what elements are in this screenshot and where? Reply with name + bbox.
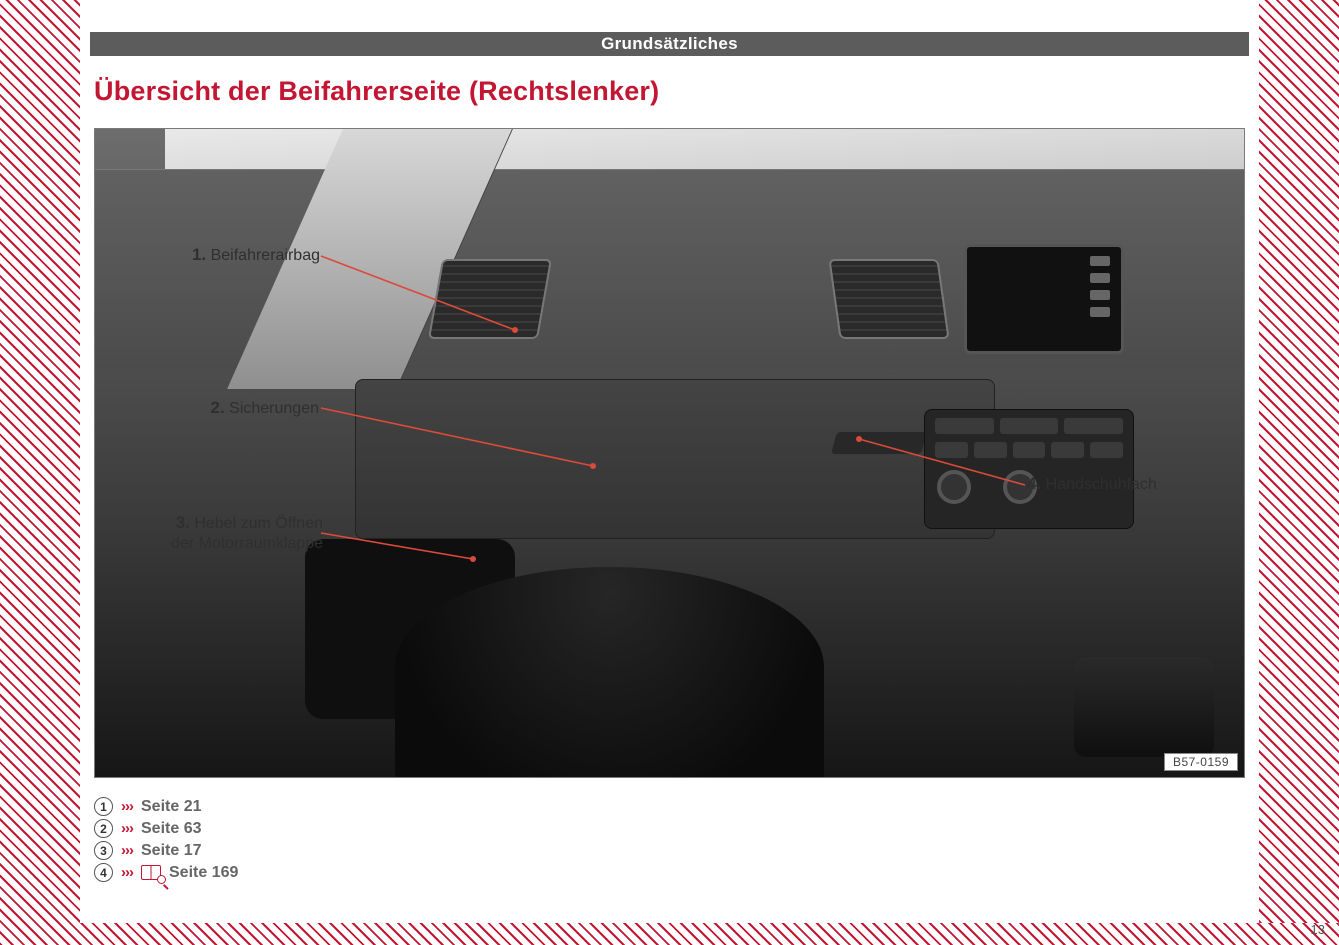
reference-3-forward-icon: ››› [121,842,133,859]
annotation-1-number: 1. [192,245,206,264]
reference-row-4: 4 ››› Seite 169 [94,863,238,882]
reference-4-number: 4 [94,863,113,882]
margin-hatch-right [1259,0,1339,945]
margin-hatch-bottom [0,923,1339,945]
illo-glovebox [355,379,995,539]
reference-2-forward-icon: ››› [121,820,133,837]
annotation-4-label: Handschuhfach [1046,476,1157,493]
reference-2-number: 2 [94,819,113,838]
annotation-1: 1. Beifahrerairbag [150,244,320,266]
margin-hatch-left [0,0,80,945]
content-area: Grundsätzliches Übersicht der Beifahrers… [80,0,1259,923]
illo-air-vent-right [828,259,949,339]
chapter-header-bar: Grundsätzliches [90,32,1249,56]
reference-1-forward-icon: ››› [121,798,133,815]
illo-seat [395,567,824,778]
reference-2-page: Seite 63 [141,820,201,838]
annotation-2: 2. Sicherungen [167,397,319,419]
reference-row-2: 2 ››› Seite 63 [94,819,238,838]
illo-hvac-panel [924,409,1134,529]
reference-3-number: 3 [94,841,113,860]
illo-gear-area [1074,657,1214,757]
annotation-2-label: Sicherungen [229,400,319,417]
annotation-1-label: Beifahrerairbag [211,247,320,264]
illo-air-vent-left [428,259,552,339]
reference-4-page: Seite 169 [169,864,238,882]
reference-1-page: Seite 21 [141,798,201,816]
page-number: 13 [1311,922,1325,937]
reference-row-1: 1 ››› Seite 21 [94,797,238,816]
reference-1-number: 1 [94,797,113,816]
annotation-3: 3. Hebel zum Öffnender Motorraumklappe [113,512,323,554]
reference-4-forward-icon: ››› [121,864,133,881]
illo-screen-buttons [1090,249,1118,324]
figure: 1. Beifahrerairbag 2. Sicherungen 3. Heb… [94,128,1245,778]
annotation-3-number: 3. [176,513,190,532]
annotation-2-number: 2. [211,398,225,417]
figure-image-id: B57-0159 [1164,753,1238,771]
annotation-3-label: Hebel zum Öffnender Motorraumklappe [171,515,323,552]
reference-row-3: 3 ››› Seite 17 [94,841,238,860]
section-title: Übersicht der Beifahrerseite (Rechtslenk… [94,76,659,107]
annotation-4-number: 4. [1027,474,1041,493]
manual-page: Grundsätzliches Übersicht der Beifahrers… [0,0,1339,945]
cross-references: 1 ››› Seite 21 2 ››› Seite 63 3 ››› Seit… [94,794,238,885]
reference-4-booklet-icon [141,865,161,880]
chapter-title: Grundsätzliches [601,34,738,53]
illo-glovebox-handle [831,432,927,454]
reference-3-page: Seite 17 [141,842,201,860]
annotation-4: 4. Handschuhfach [1027,473,1207,495]
